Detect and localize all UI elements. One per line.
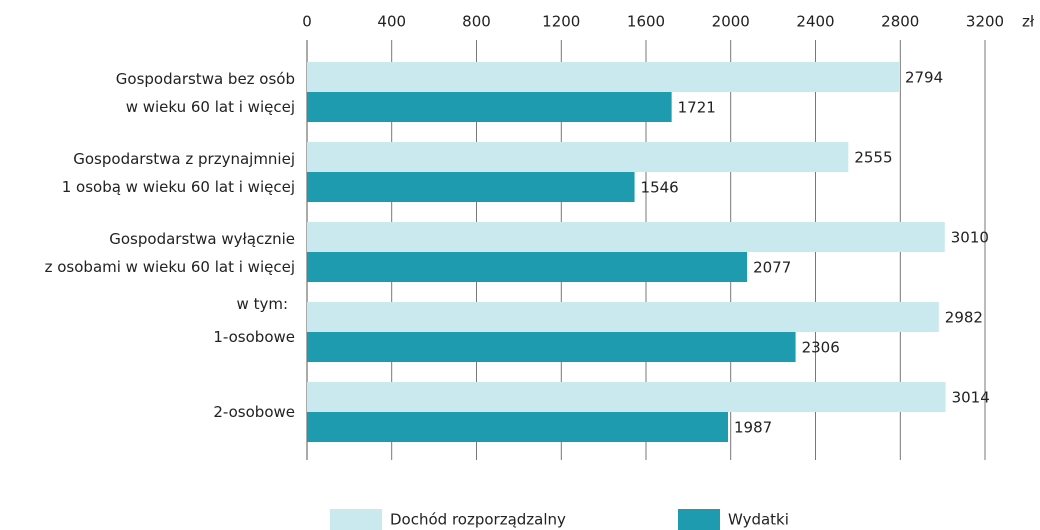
category-label: Gospodarstwa bez osób w wieku 60 lat i w…	[115, 70, 295, 116]
annotation: w tym:	[236, 295, 288, 313]
bar	[307, 252, 748, 282]
category-label: Gospodarstwa z przynajmniej 1 osobą w wi…	[61, 150, 295, 196]
bar	[307, 412, 728, 442]
legend-swatch	[678, 509, 720, 530]
value-label: 2794	[905, 69, 943, 87]
x-tick-label: 400	[377, 13, 406, 31]
value-label: 3010	[951, 229, 989, 247]
x-tick-label: 1200	[542, 13, 580, 31]
x-tick-label: 0	[302, 13, 312, 31]
bar	[307, 382, 946, 412]
value-label: 2982	[945, 309, 983, 327]
category-label: Gospodarstwa wyłącznie z osobami w wieku…	[44, 230, 295, 276]
value-label: 1987	[734, 419, 772, 437]
category-label: 2-osobowe	[213, 403, 295, 421]
value-label: 1721	[678, 99, 716, 117]
x-tick-label: 1600	[627, 13, 665, 31]
value-label: 3014	[952, 389, 990, 407]
x-tick-label: 2400	[796, 13, 834, 31]
bar	[307, 222, 945, 252]
x-tick-label: 3200	[966, 13, 1004, 31]
bar	[307, 62, 899, 92]
bar	[307, 332, 796, 362]
legend-swatch	[330, 509, 382, 530]
x-tick-label: 2000	[712, 13, 750, 31]
value-label: 2306	[802, 339, 840, 357]
bar	[307, 142, 849, 172]
value-label: 2077	[753, 259, 791, 277]
x-tick-label: 2800	[881, 13, 919, 31]
bar	[307, 302, 939, 332]
bar	[307, 172, 635, 202]
legend-label: Dochód rozporządzalny	[390, 511, 566, 529]
legend-label: Wydatki	[728, 511, 789, 529]
value-label: 2555	[854, 149, 892, 167]
x-axis-unit: zł	[1022, 13, 1035, 31]
category-label: 1-osobowe	[213, 328, 295, 346]
value-label: 1546	[641, 179, 679, 197]
bar	[307, 92, 672, 122]
x-tick-label: 800	[462, 13, 491, 31]
